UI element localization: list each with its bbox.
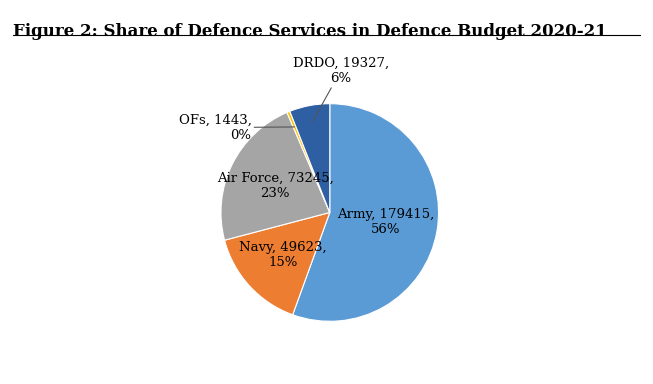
- Wedge shape: [287, 111, 330, 212]
- Text: OFs, 1443,
0%: OFs, 1443, 0%: [178, 114, 295, 142]
- Text: DRDO, 19327,
6%: DRDO, 19327, 6%: [293, 57, 389, 122]
- Wedge shape: [293, 104, 439, 321]
- Text: Navy, 49623,
15%: Navy, 49623, 15%: [240, 241, 327, 269]
- Wedge shape: [221, 113, 330, 240]
- Text: Air Force, 73245,
23%: Air Force, 73245, 23%: [217, 172, 334, 200]
- Text: Army, 179415,
56%: Army, 179415, 56%: [337, 208, 434, 236]
- Text: Figure 2: Share of Defence Services in Defence Budget 2020-21: Figure 2: Share of Defence Services in D…: [13, 23, 607, 40]
- Wedge shape: [225, 212, 330, 315]
- Wedge shape: [290, 104, 330, 212]
